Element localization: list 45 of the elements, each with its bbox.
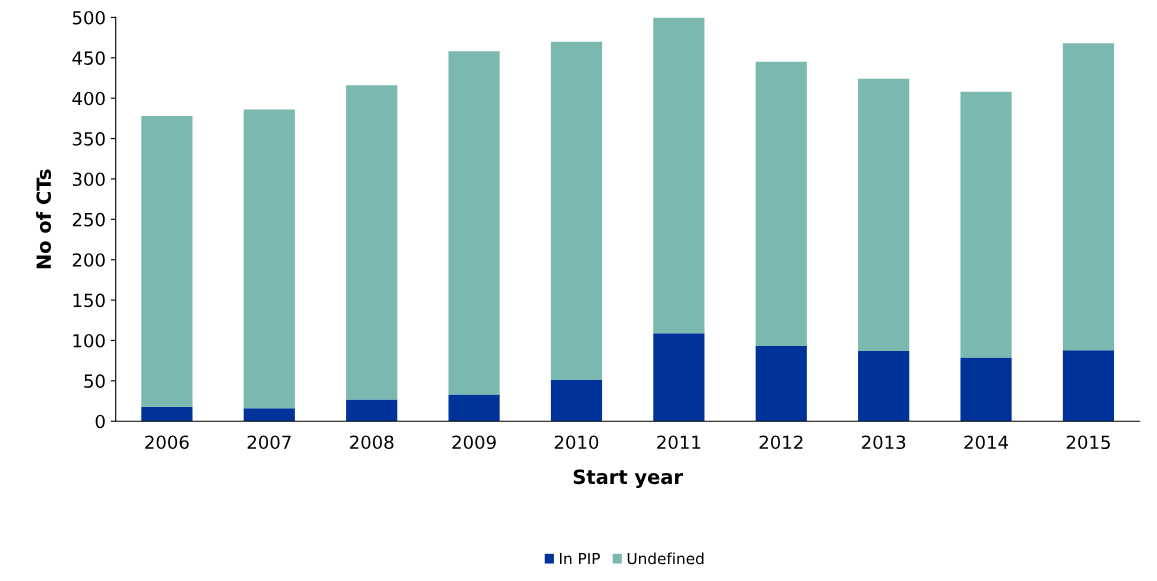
bar	[755, 346, 807, 422]
x-tick-label: 2015	[1066, 435, 1110, 450]
bar	[550, 41, 603, 381]
bar	[858, 78, 910, 351]
x-tick-label: 2007	[247, 435, 291, 450]
y-tick-label: 300	[72, 172, 105, 187]
y-tick-label: 450	[72, 51, 105, 65]
y-tick-label: 500	[72, 10, 105, 25]
bar	[858, 350, 910, 422]
legend-label: Undefined	[627, 552, 704, 565]
y-tick-label: 400	[72, 91, 105, 106]
y-tick-label: 200	[72, 253, 105, 267]
x-tick-label: 2006	[145, 435, 189, 450]
y-tick-label: 0	[95, 414, 105, 429]
x-tick-label: 2010	[554, 435, 599, 450]
bar	[346, 85, 398, 400]
bar	[448, 51, 500, 395]
y-tick-label: 250	[72, 212, 105, 227]
y-tick-label: 100	[73, 333, 105, 348]
x-axis-title: Start year	[573, 469, 683, 489]
bar	[1062, 350, 1115, 422]
bar	[653, 17, 705, 334]
bar	[550, 380, 603, 422]
bar	[653, 333, 705, 422]
legend-label: In PIP	[560, 552, 600, 565]
x-tick-label: 2014	[964, 435, 1009, 450]
y-axis-title: No of CTs	[36, 169, 52, 269]
bar	[1062, 43, 1115, 351]
bar	[346, 399, 398, 422]
bar	[141, 115, 193, 407]
bar	[243, 109, 295, 409]
x-tick-label: 2009	[452, 435, 496, 450]
x-tick-label: 2008	[350, 435, 394, 450]
x-tick-label: 2011	[657, 435, 701, 450]
bar	[141, 406, 193, 422]
bar	[755, 61, 807, 347]
bar	[960, 357, 1012, 422]
y-tick-label: 150	[73, 293, 105, 308]
x-tick-label: 2013	[862, 435, 906, 450]
bar	[960, 91, 1012, 358]
x-tick-label: 2012	[759, 435, 803, 450]
y-tick-label: 350	[72, 132, 105, 146]
bar	[243, 408, 295, 422]
y-tick-label: 50	[84, 374, 105, 388]
bar	[448, 394, 500, 422]
